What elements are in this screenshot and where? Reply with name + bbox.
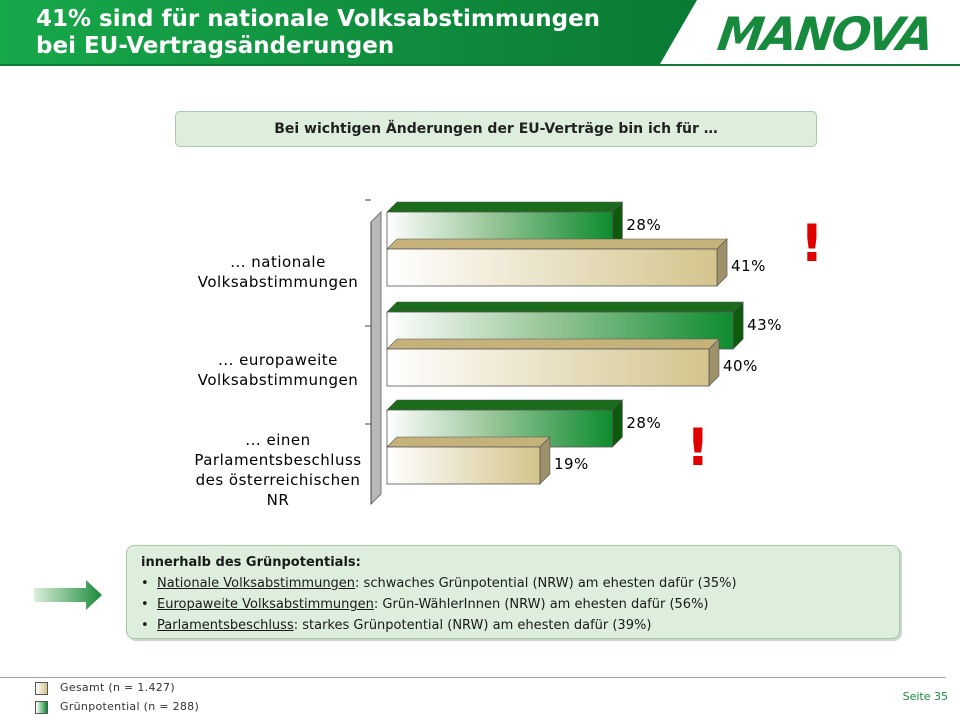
info-item: • Nationale Volksabstimmungen: schwaches …: [141, 573, 885, 594]
bullet-icon: •: [141, 576, 149, 591]
exclamation-mark: !: [800, 214, 824, 274]
info-item: • Parlamentsbeschluss: starkes Grünpotent…: [141, 615, 885, 636]
category-label-line: ... einen: [245, 431, 311, 449]
bar-top-face: [386, 399, 624, 411]
legend-label-gruen: Grünpotential (n = 288): [60, 700, 200, 713]
bar-value-label: 43%: [747, 316, 782, 334]
info-item-key: Nationale Volksabstimmungen: [157, 576, 356, 591]
category-label-line: Volksabstimmungen: [197, 273, 359, 291]
page-title-line2: bei EU-Vertragsänderungen: [36, 33, 395, 59]
info-item-key: Parlamentsbeschluss: [157, 618, 294, 633]
info-item-text: : schwaches Grünpotential (NRW) am ehest…: [355, 576, 737, 591]
category-label: ... nationale Volksabstimmungen: [173, 252, 383, 292]
header: 41% sind für nationale Volksabstimmungen…: [0, 0, 960, 66]
header-divider: [0, 64, 960, 66]
info-item-key: Europaweite Volksabstimmungen: [157, 597, 374, 612]
bar-top-face: [386, 301, 744, 313]
legend-swatch-gesamt: [35, 682, 48, 695]
bar-value-label: 40%: [723, 357, 758, 375]
page-title: 41% sind für nationale Volksabstimmungen…: [36, 6, 676, 60]
bullet-icon: •: [141, 597, 149, 612]
legend-label-gesamt: Gesamt (n = 1.427): [60, 681, 175, 694]
bar-top-face: [386, 436, 551, 448]
category-label-line: ... nationale: [230, 253, 326, 271]
category-label: ... europaweite Volksabstimmungen: [173, 350, 383, 390]
bar-value-label: 28%: [626, 216, 661, 234]
legend-swatch-gruen: [35, 701, 48, 714]
page-title-line1: 41% sind für nationale Volksabstimmungen: [36, 6, 601, 32]
category-label-line: Volksabstimmungen: [197, 371, 359, 389]
bar: [386, 248, 718, 287]
category-label-line: NR: [266, 491, 290, 509]
bar-value-label: 41%: [731, 257, 766, 275]
arrow-right-icon: [34, 580, 102, 610]
question-box: Bei wichtigen Änderungen der EU-Verträge…: [175, 111, 817, 147]
bar-top-face: [386, 201, 624, 213]
category-label-line: ... europaweite: [218, 351, 338, 369]
bullet-icon: •: [141, 618, 149, 633]
info-box: innerhalb des Grünpotentials: • Nationale…: [126, 545, 900, 639]
category-label-line: des österreichischen: [195, 471, 361, 489]
category-label: ... einen Parlamentsbeschluss des österrei…: [173, 430, 383, 510]
exclamation-mark: !: [686, 418, 710, 478]
info-title: innerhalb des Grünpotentials:: [141, 555, 361, 570]
bar-value-label: 19%: [554, 455, 589, 473]
bar: [386, 348, 710, 387]
bar: [386, 446, 541, 485]
info-item-text: : starkes Grünpotential (NRW) am ehesten…: [293, 618, 652, 633]
header-banner: [0, 0, 697, 64]
info-item: • Europaweite Volksabstimmungen: Grün-Wäh…: [141, 594, 885, 615]
bar-chart: 28% 41% 43% 40% 28% 19%: [365, 199, 782, 506]
footer-divider: [0, 677, 946, 678]
bar-top-face: [386, 238, 728, 250]
bar-value-label: 28%: [626, 414, 661, 432]
category-label-line: Parlamentsbeschluss: [194, 451, 362, 469]
info-item-text: : Grün-WählerInnen (NRW) am ehesten dafü…: [373, 597, 709, 612]
bar-top-face: [386, 338, 720, 350]
page-number: Seite 35: [902, 690, 948, 703]
